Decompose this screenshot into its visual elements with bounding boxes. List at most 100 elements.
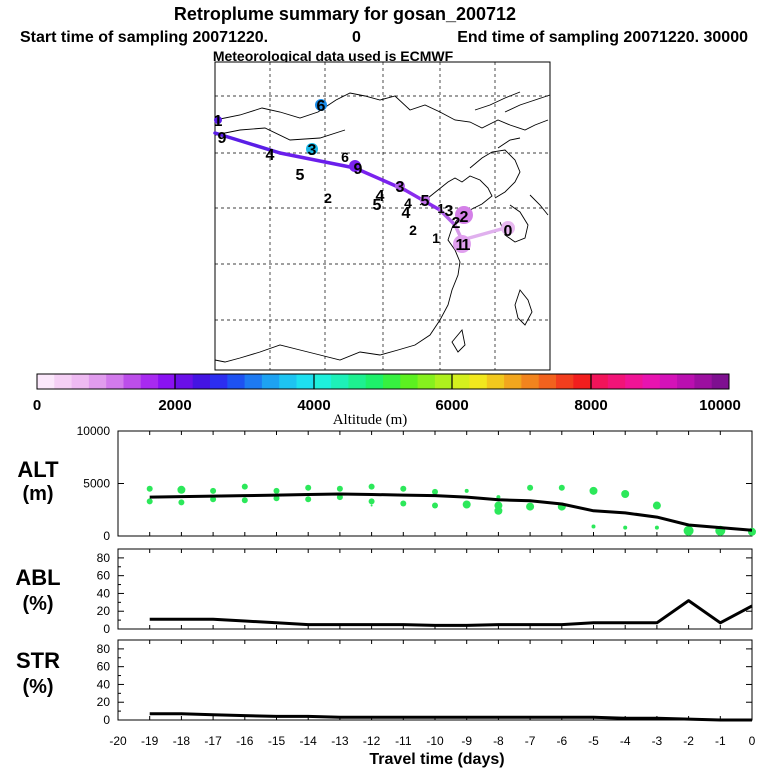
str-panel-label: STR bbox=[16, 648, 60, 673]
altitude-cluster-point bbox=[305, 496, 312, 503]
y-tick-label: 20 bbox=[97, 604, 111, 618]
cluster-label: 3 bbox=[445, 203, 454, 220]
figure-title: Retroplume summary for gosan_200712 bbox=[174, 4, 516, 24]
x-tick-label: -16 bbox=[236, 734, 254, 748]
colorbar-cell bbox=[331, 374, 349, 389]
colorbar-cell bbox=[556, 374, 574, 389]
cluster-circle bbox=[315, 99, 327, 111]
map-gridlines bbox=[215, 62, 550, 370]
colorbar-cell bbox=[434, 374, 453, 389]
colorbar-cell bbox=[625, 374, 643, 389]
altitude-cluster-point bbox=[591, 524, 596, 529]
colorbar-cell bbox=[469, 374, 488, 389]
altitude-cluster-point bbox=[241, 497, 248, 504]
cluster-circle bbox=[455, 206, 473, 224]
colorbar-cell bbox=[659, 374, 678, 389]
y-tick-label: 20 bbox=[97, 695, 111, 709]
altitude-cluster-point bbox=[432, 502, 438, 509]
end-time-label: End time of sampling 20071220. 30000 bbox=[457, 29, 748, 46]
cluster-circle bbox=[214, 116, 222, 124]
y-tick-label: 40 bbox=[97, 677, 111, 691]
abl-panel-unit: (%) bbox=[22, 593, 53, 615]
colorbar-cell bbox=[227, 374, 245, 389]
y-tick-label: 60 bbox=[97, 569, 111, 583]
trajectory-segment bbox=[278, 151, 357, 170]
altitude-cluster-point bbox=[621, 490, 630, 498]
cluster-circle bbox=[501, 221, 515, 235]
x-tick-label: -12 bbox=[363, 734, 381, 748]
altitude-cluster-point bbox=[683, 525, 694, 536]
y-tick-label: 60 bbox=[97, 660, 111, 674]
colorbar-cell bbox=[504, 374, 522, 389]
altitude-cluster-point bbox=[652, 501, 661, 510]
map-frame bbox=[214, 61, 551, 371]
panel-frame bbox=[117, 430, 753, 537]
x-axis-label: Travel time (days) bbox=[369, 751, 504, 768]
colorbar-cell bbox=[140, 374, 159, 389]
colorbar-cell bbox=[313, 374, 332, 389]
colorbar-tick-label: 8000 bbox=[574, 397, 607, 414]
altitude-cluster-point bbox=[210, 487, 217, 494]
altitude-cluster-point bbox=[368, 498, 375, 505]
colorbar-tick-label: 4000 bbox=[297, 397, 330, 414]
trajectory-segment bbox=[460, 226, 507, 242]
colorbar-cell bbox=[123, 374, 142, 389]
x-tick-label: -9 bbox=[461, 734, 472, 748]
y-tick-label: 0 bbox=[103, 529, 110, 543]
colorbar-cell bbox=[192, 374, 211, 389]
altitude-cluster-point bbox=[210, 496, 217, 503]
altitude-cluster-point bbox=[464, 488, 469, 493]
altitude-cluster-point bbox=[526, 502, 535, 511]
y-tick-label: 0 bbox=[103, 713, 110, 727]
cluster-label: 1 bbox=[462, 237, 471, 254]
cluster-circles bbox=[214, 99, 515, 253]
trajectory-segment bbox=[213, 131, 282, 155]
panel-frame bbox=[117, 639, 753, 721]
x-tick-label: -18 bbox=[173, 734, 191, 748]
cluster-label: 5 bbox=[421, 193, 430, 210]
start-time-label: Start time of sampling 20071220. bbox=[20, 29, 268, 46]
y-tick-label: 10000 bbox=[77, 424, 111, 438]
series-line-alt bbox=[149, 492, 753, 532]
colorbar-cell bbox=[383, 374, 401, 389]
cluster-circle bbox=[420, 195, 430, 205]
altitude-cluster-point bbox=[273, 495, 280, 502]
colorbar-cell bbox=[590, 374, 609, 389]
altitude-cluster-point bbox=[368, 483, 375, 490]
cluster-circle bbox=[453, 235, 471, 253]
colorbar-cell bbox=[711, 374, 730, 389]
x-tick-label: -6 bbox=[556, 734, 567, 748]
colorbar-cell bbox=[538, 374, 557, 389]
cluster-circle bbox=[349, 160, 361, 172]
x-tick-label: -11 bbox=[395, 734, 412, 748]
altitude-cluster-point bbox=[305, 484, 312, 491]
x-tick-label: -4 bbox=[620, 734, 631, 748]
colorbar-cell bbox=[88, 374, 107, 389]
altitude-cluster-point bbox=[400, 500, 407, 507]
altitude-cluster-point bbox=[336, 485, 343, 492]
colorbar-cell bbox=[486, 374, 505, 389]
y-tick-label: 40 bbox=[97, 586, 111, 600]
colorbar-frame bbox=[36, 373, 730, 390]
y-tick-label: 5000 bbox=[83, 477, 110, 491]
colorbar-cell bbox=[244, 374, 263, 389]
cluster-label: 1 bbox=[214, 113, 223, 130]
altitude-cluster-point bbox=[241, 483, 248, 490]
colorbar-cell bbox=[158, 374, 176, 389]
altitude-cluster-point bbox=[146, 498, 153, 505]
x-tick-label: -5 bbox=[588, 734, 599, 748]
colorbar-cell bbox=[521, 374, 540, 389]
cluster-label: 4 bbox=[402, 205, 411, 222]
cluster-label: 9 bbox=[218, 130, 227, 147]
cluster-label: 4 bbox=[376, 188, 385, 205]
altitude-cluster-point bbox=[654, 525, 659, 530]
trajectory-map: 0 1 1 1 2 2 2 3 4 4 1 5 4 5 2 3 9 6 5 3 … bbox=[213, 61, 551, 371]
start-hour-label: 0 bbox=[352, 29, 361, 46]
altitude-cluster-point bbox=[370, 504, 373, 507]
abl-panel-label: ABL bbox=[15, 565, 60, 590]
cluster-circle bbox=[306, 143, 318, 155]
x-tick-label: -15 bbox=[268, 734, 286, 748]
x-tick-label: -2 bbox=[683, 734, 694, 748]
x-tick-label: -1 bbox=[715, 734, 726, 748]
altitude-cluster-point bbox=[462, 500, 471, 509]
